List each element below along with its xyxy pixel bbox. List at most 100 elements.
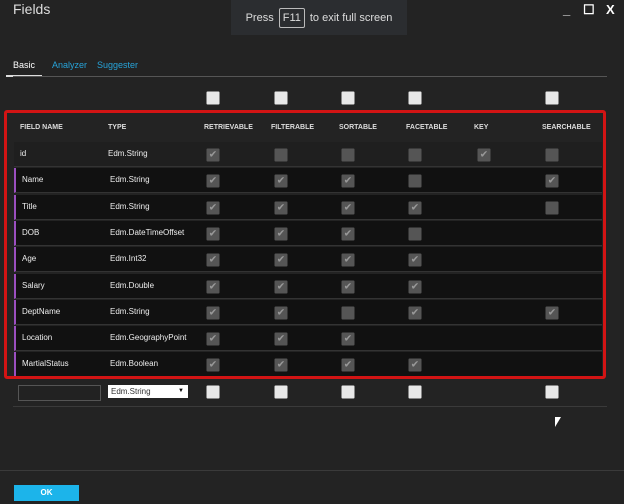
mouse-cursor-icon — [555, 417, 561, 427]
sortable-checkbox[interactable]: ✔ — [341, 227, 355, 241]
filterable-checkbox[interactable]: ✔ — [274, 332, 288, 346]
table-row[interactable]: Salary Edm.Double — [14, 273, 602, 299]
tab-divider — [13, 76, 607, 77]
field-name: Title — [22, 201, 37, 211]
new-field-type-value: Edm.String — [111, 387, 151, 396]
new-field-sortable-checkbox[interactable] — [341, 385, 355, 399]
filterable-checkbox[interactable] — [274, 148, 288, 162]
new-field-filterable-checkbox[interactable] — [274, 385, 288, 399]
notice-post: to exit full screen — [309, 11, 393, 24]
field-type: Edm.Double — [110, 280, 155, 290]
table-row[interactable]: MartialStatus Edm.Boolean — [14, 352, 602, 378]
select-all-sortable-checkbox[interactable] — [341, 91, 355, 105]
select-all-filterable-checkbox[interactable] — [274, 91, 288, 105]
column-header-searchable: SEARCHABLE — [542, 124, 591, 131]
select-all-searchable-checkbox[interactable] — [545, 91, 559, 105]
key-checkbox[interactable]: ✔ — [477, 148, 491, 162]
filterable-checkbox[interactable]: ✔ — [274, 227, 288, 241]
footer-divider — [0, 470, 624, 471]
retrievable-checkbox[interactable]: ✔ — [206, 148, 220, 162]
minimize-button[interactable]: _ — [563, 2, 571, 17]
new-field-searchable-checkbox[interactable] — [545, 385, 559, 399]
field-name: DOB — [22, 227, 40, 237]
tab-suggester[interactable]: Suggester — [97, 60, 139, 70]
column-header-facetable: FACETABLE — [406, 124, 448, 131]
column-header-filterable: FILTERABLE — [271, 124, 315, 131]
table-row[interactable]: id Edm.String — [14, 142, 602, 167]
searchable-checkbox[interactable]: ✔ — [545, 306, 559, 320]
sortable-checkbox[interactable]: ✔ — [341, 201, 355, 215]
window-title: Fields — [13, 1, 51, 17]
tab-basic[interactable]: Basic — [6, 60, 43, 77]
table-row[interactable]: Title Edm.String — [14, 194, 602, 220]
filterable-checkbox[interactable]: ✔ — [274, 174, 288, 188]
retrievable-checkbox[interactable]: ✔ — [206, 332, 220, 346]
column-header-retrievable: RETRIEVABLE — [204, 124, 253, 131]
new-field-facetable-checkbox[interactable] — [408, 385, 422, 399]
table-row[interactable]: Name Edm.String — [14, 168, 602, 194]
field-name: Age — [22, 254, 37, 264]
sortable-checkbox[interactable]: ✔ — [341, 332, 355, 346]
table-row[interactable]: Age Edm.Int32 — [14, 247, 602, 273]
field-type: Edm.Boolean — [110, 359, 159, 369]
field-type: Edm.DateTimeOffset — [110, 227, 185, 237]
retrievable-checkbox[interactable]: ✔ — [206, 227, 220, 241]
column-header-field-name: FIELD NAME — [20, 124, 63, 131]
fullscreen-notice: Press F11 to exit full screen — [231, 0, 407, 35]
retrievable-checkbox[interactable]: ✔ — [206, 306, 220, 320]
sortable-checkbox[interactable]: ✔ — [341, 280, 355, 293]
field-name: id — [20, 149, 27, 158]
column-header-key: KEY — [474, 124, 489, 131]
filterable-checkbox[interactable]: ✔ — [274, 358, 288, 372]
field-type: Edm.String — [110, 201, 150, 211]
new-field-retrievable-checkbox[interactable] — [206, 385, 220, 399]
facetable-checkbox[interactable]: ✔ — [408, 280, 422, 293]
retrievable-checkbox[interactable]: ✔ — [206, 174, 220, 188]
sortable-checkbox[interactable]: ✔ — [341, 174, 355, 188]
new-field-name-input[interactable] — [18, 385, 101, 401]
field-type: Edm.String — [108, 149, 148, 158]
retrievable-checkbox[interactable]: ✔ — [206, 253, 220, 267]
dropdown-arrow-icon: ▼ — [178, 388, 184, 394]
searchable-checkbox[interactable] — [545, 148, 559, 162]
retrievable-checkbox[interactable]: ✔ — [206, 201, 220, 215]
tab-analyzer[interactable]: Analyzer — [52, 60, 88, 70]
tab-bar: Basic Analyzer Suggester — [6, 60, 139, 77]
facetable-checkbox[interactable]: ✔ — [408, 201, 422, 215]
sortable-checkbox[interactable] — [341, 148, 355, 162]
table-row[interactable]: Location Edm.GeographyPoint — [14, 326, 602, 352]
table-row[interactable]: DeptName Edm.String — [14, 299, 602, 325]
retrievable-checkbox[interactable]: ✔ — [206, 280, 220, 293]
new-field-type-select[interactable]: Edm.String ▼ — [108, 385, 188, 398]
field-type: Edm.Int32 — [110, 254, 147, 264]
maximize-button[interactable]: ☐ — [583, 2, 595, 17]
select-all-facetable-checkbox[interactable] — [408, 91, 422, 105]
filterable-checkbox[interactable]: ✔ — [274, 253, 288, 267]
close-button[interactable]: X — [606, 2, 615, 17]
filterable-checkbox[interactable]: ✔ — [274, 306, 288, 320]
field-name: Name — [22, 175, 44, 185]
notice-pre: Press — [245, 11, 274, 24]
ok-button[interactable]: OK — [14, 485, 79, 501]
field-name: MartialStatus — [22, 359, 69, 369]
field-type: Edm.String — [110, 175, 150, 185]
field-type: Edm.GeographyPoint — [110, 333, 187, 343]
facetable-checkbox[interactable] — [408, 227, 422, 241]
table-row[interactable]: DOB Edm.DateTimeOffset — [14, 220, 602, 246]
sortable-checkbox[interactable]: ✔ — [341, 253, 355, 267]
retrievable-checkbox[interactable]: ✔ — [206, 358, 220, 372]
searchable-checkbox[interactable]: ✔ — [545, 174, 559, 188]
facetable-checkbox[interactable]: ✔ — [408, 253, 422, 267]
facetable-checkbox[interactable] — [408, 148, 422, 162]
facetable-checkbox[interactable]: ✔ — [408, 306, 422, 320]
searchable-checkbox[interactable] — [545, 201, 559, 215]
facetable-checkbox[interactable]: ✔ — [408, 358, 422, 372]
sortable-checkbox[interactable] — [341, 306, 355, 320]
sortable-checkbox[interactable]: ✔ — [341, 358, 355, 372]
field-type: Edm.String — [110, 306, 150, 316]
facetable-checkbox[interactable] — [408, 174, 422, 188]
filterable-checkbox[interactable]: ✔ — [274, 280, 288, 293]
select-all-retrievable-checkbox[interactable] — [206, 91, 220, 105]
filterable-checkbox[interactable]: ✔ — [274, 201, 288, 215]
column-header-type: TYPE — [108, 124, 127, 131]
